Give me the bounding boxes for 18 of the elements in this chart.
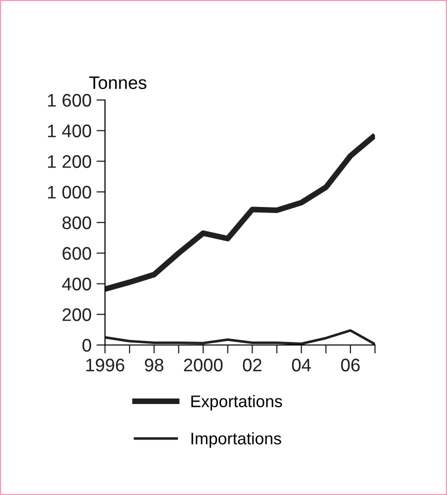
- y-tick-label: 400: [62, 278, 92, 290]
- y-tick-label: 800: [62, 216, 92, 230]
- x-tick-label: 04: [292, 358, 311, 372]
- y-tick-label: 0: [82, 338, 92, 352]
- y-axis-title: Tonnes: [89, 76, 146, 90]
- y-tick-label: 600: [62, 247, 92, 260]
- x-tick-label: 98: [144, 358, 164, 372]
- legend-label: Exportations: [191, 395, 282, 411]
- y-tick-label: 1 200: [48, 155, 92, 168]
- y-tick-label: 200: [62, 308, 92, 322]
- legend-label: Importations: [192, 432, 282, 448]
- x-tick-label: 02: [242, 358, 262, 372]
- y-tick-label: 1 400: [48, 124, 92, 138]
- x-tick-label: 06: [341, 358, 360, 372]
- y-tick-label: 1 000: [48, 186, 92, 199]
- y-tick-label: 1 600: [48, 94, 92, 107]
- x-tick-label: 1996: [86, 358, 124, 372]
- x-tick-label: 2000: [184, 358, 223, 372]
